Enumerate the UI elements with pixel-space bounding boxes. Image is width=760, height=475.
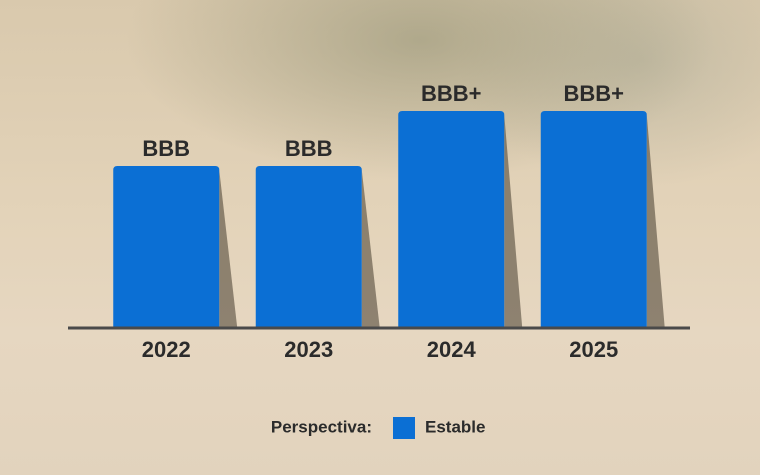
bar-shadow xyxy=(219,170,238,328)
x-tick-label: 2023 xyxy=(284,337,333,362)
x-tick-label: 2025 xyxy=(569,337,618,362)
data-label: BBB+ xyxy=(421,81,482,106)
bar-shadow xyxy=(504,115,523,328)
x-tick-label: 2022 xyxy=(142,337,191,362)
legend-label: Estable xyxy=(425,417,485,436)
data-label: BBB xyxy=(285,136,333,161)
bar xyxy=(113,166,220,328)
bar xyxy=(540,111,647,328)
data-label: BBB+ xyxy=(563,81,624,106)
legend-swatch xyxy=(393,417,415,439)
bar-shadow xyxy=(361,170,380,328)
data-label: BBB xyxy=(142,136,190,161)
bar xyxy=(398,111,505,328)
x-tick-label: 2024 xyxy=(427,337,477,362)
bar xyxy=(255,166,362,328)
legend-title: Perspectiva: xyxy=(271,417,372,436)
bar-shadow xyxy=(646,115,665,328)
